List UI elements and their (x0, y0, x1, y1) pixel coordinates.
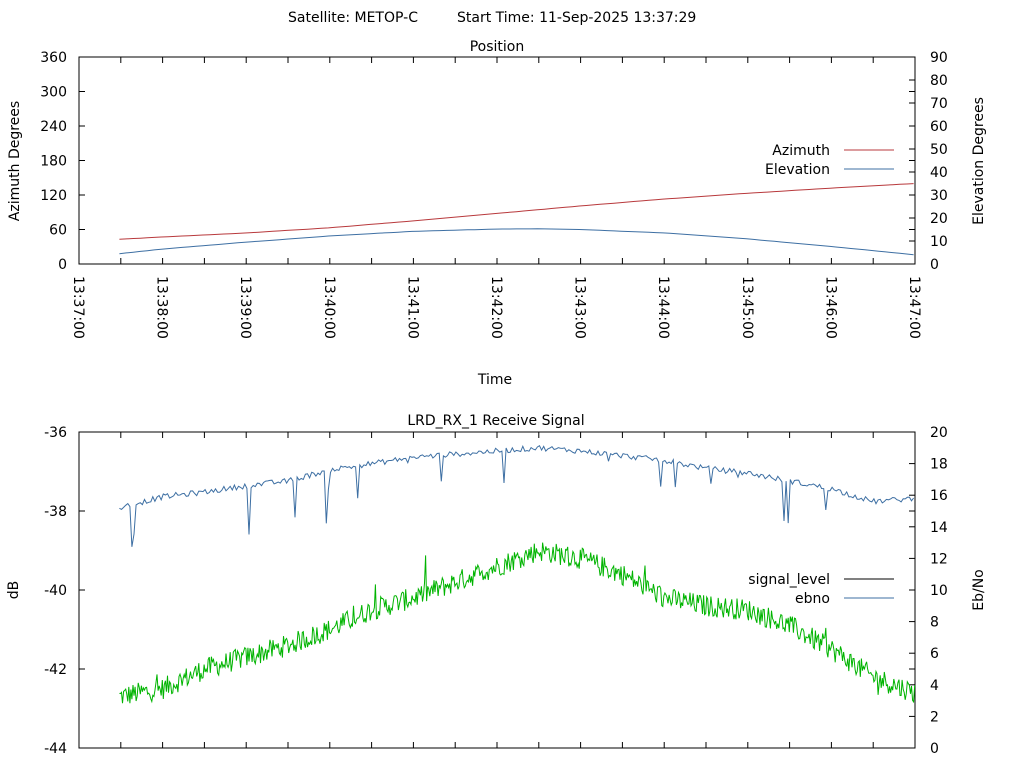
position-y2-tick-label: 0 (930, 257, 939, 273)
signal-y2-tick-label: 12 (930, 551, 948, 567)
signal-y2-tick-label: 0 (930, 741, 939, 757)
signal-y2-tick-label: 8 (930, 615, 939, 631)
position-y-tick-label: 180 (40, 154, 67, 170)
position-y-axis-label: Azimuth Degrees (7, 101, 23, 221)
signal-y2-tick-label: 10 (930, 583, 948, 599)
signal-y2-tick-label: 4 (930, 678, 939, 694)
legend-azimuth-label: Azimuth (772, 143, 830, 159)
legend-elevation-label: Elevation (765, 162, 830, 178)
signal-y-tick-label: -36 (44, 425, 67, 441)
signal-y-axis-label: dB (6, 581, 22, 600)
position-x-tick-label: 13:47:00 (906, 276, 922, 339)
position-x-axis-label: Time (477, 372, 512, 388)
position-x-tick-label: 13:39:00 (237, 276, 253, 339)
position-x-tick-label: 13:41:00 (404, 276, 420, 339)
legend-signal-level-label: signal_level (748, 572, 830, 588)
position-y2-axis-label: Elevation Degrees (971, 97, 987, 225)
signal-plot-frame (78, 431, 916, 749)
signal-series-ebno (119, 444, 914, 547)
start-time-label: Start Time: 11-Sep-2025 13:37:29 (457, 10, 696, 26)
position-y2-tick-label: 70 (930, 96, 948, 112)
signal-y-tick-label: -44 (44, 741, 67, 757)
position-y-tick-label: 0 (58, 257, 67, 273)
signal-y2-tick-label: 2 (930, 709, 939, 725)
position-y2-tick-label: 20 (930, 211, 948, 227)
signal-y2-tick-label: 18 (930, 457, 948, 473)
position-y-tick-label: 60 (49, 223, 67, 239)
satellite-label: Satellite: METOP-C (288, 10, 418, 26)
position-series-elevation (119, 228, 914, 256)
position-y2-tick-label: 40 (930, 165, 948, 181)
signal-y2-axis-label: Eb/No (971, 569, 987, 611)
position-y-tick-label: 240 (40, 119, 67, 135)
position-y-tick-label: 120 (40, 188, 67, 204)
position-y2-tick-label: 30 (930, 188, 948, 204)
signal-series-signal-level (119, 542, 916, 704)
signal-y-tick-label: -40 (44, 583, 67, 599)
position-x-tick-label: 13:43:00 (572, 276, 588, 339)
signal-y2-tick-label: 6 (930, 646, 939, 662)
signal-y2-tick-label: 14 (930, 520, 948, 536)
position-y-tick-label: 360 (40, 50, 67, 66)
position-x-tick-label: 13:46:00 (822, 276, 838, 339)
position-x-tick-label: 13:44:00 (655, 276, 671, 339)
signal-y2-tick-label: 16 (930, 488, 948, 504)
position-x-tick-label: 13:38:00 (154, 276, 170, 339)
position-x-tick-label: 13:37:00 (70, 276, 86, 339)
position-series-azimuth (119, 183, 914, 240)
position-x-tick-label: 13:42:00 (488, 276, 504, 339)
position-y2-tick-label: 10 (930, 234, 948, 250)
signal-y-tick-label: -42 (44, 662, 67, 678)
position-y2-tick-label: 90 (930, 50, 948, 66)
legend-ebno-label: ebno (795, 591, 830, 607)
position-y2-tick-label: 60 (930, 119, 948, 135)
position-chart-title: Position (470, 39, 525, 55)
position-y2-tick-label: 50 (930, 142, 948, 158)
signal-y-tick-label: -38 (44, 504, 67, 520)
position-x-tick-label: 13:45:00 (739, 276, 755, 339)
signal-y2-tick-label: 20 (930, 425, 948, 441)
position-y2-tick-label: 80 (930, 73, 948, 89)
position-y-tick-label: 300 (40, 85, 67, 101)
signal-chart-title: LRD_RX_1 Receive Signal (407, 413, 584, 429)
position-x-tick-label: 13:40:00 (321, 276, 337, 339)
position-plot-frame (78, 56, 916, 265)
